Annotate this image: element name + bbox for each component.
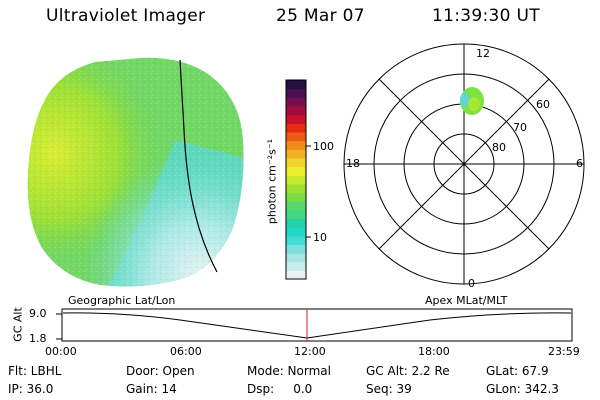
colorbar-label-100: 100: [313, 140, 334, 153]
timeline-xtick-2359: 23:59: [548, 345, 580, 358]
timeline-ytick-label-top: 9.0: [29, 307, 47, 320]
colorbar-unit-label: photon cm⁻²s⁻¹: [265, 138, 279, 225]
colorbar-segment: [286, 140, 306, 150]
image-time: 11:39:30 UT: [432, 6, 540, 26]
colorbar-segment: [286, 201, 306, 211]
mlt-label-0: 0: [468, 277, 475, 290]
timeline-frame: [61, 308, 573, 342]
status-gain: Gain: 14: [126, 382, 177, 396]
colorbar-segment: [286, 80, 306, 90]
colorbar-segment: [286, 261, 306, 271]
uv-earth-image: [27, 57, 244, 287]
altitude-curve: [62, 312, 572, 339]
status-ip: IP: 36.0: [8, 382, 54, 396]
timeline-left-label: Geographic Lat/Lon: [68, 294, 176, 307]
status-glat: GLat: 67.9: [486, 364, 549, 378]
status-mode: Mode: Normal: [247, 364, 331, 378]
timeline-xtick-1200: 12:00: [294, 345, 326, 358]
image-date: 25 Mar 07: [276, 6, 365, 26]
colorbar-segment: [286, 209, 306, 220]
status-gc-alt: GC Alt: 2.2 Re: [366, 364, 450, 378]
colorbar-segment: [286, 114, 306, 124]
colorbar-segment: [286, 253, 306, 263]
color-scale-bar: [286, 80, 306, 280]
status-door: Door: Open: [126, 364, 195, 378]
colorbar-segment: [286, 149, 306, 159]
timeline-right-label: Apex MLat/MLT: [425, 294, 508, 307]
colorbar-segment: [286, 244, 306, 254]
polar-diagonal-2: [378, 78, 550, 250]
colorbar-segment: [286, 192, 306, 202]
colorbar-segment: [286, 97, 306, 107]
timeline-xtick-0000: 00:00: [45, 345, 77, 358]
terminator-line: [179, 59, 218, 273]
colorbar-segment: [286, 235, 306, 245]
colorbar-segment: [286, 166, 306, 176]
color-scale-frame: [285, 79, 307, 280]
status-seq: Seq: 39: [366, 382, 412, 396]
status-filter: Flt: LBHL: [8, 364, 62, 378]
mlat-label-70: 70: [513, 121, 527, 134]
colorbar-segment: [286, 131, 306, 142]
colorbar-segment: [286, 88, 306, 98]
timeline-y-axis-label: GC Alt: [11, 307, 25, 342]
colorbar-segment: [286, 270, 306, 280]
mlat-label-80: 80: [492, 141, 506, 154]
status-dsp: Dsp: 0.0: [247, 382, 313, 396]
colorbar-segment: [286, 105, 306, 116]
mlt-label-18: 18: [346, 157, 360, 170]
colorbar-segment: [286, 123, 306, 133]
mlt-label-12: 12: [476, 47, 490, 60]
colorbar-segment: [286, 183, 306, 194]
timeline-xtick-1800: 18:00: [418, 345, 450, 358]
colorbar-label-10: 10: [313, 231, 327, 244]
mlt-label-6: 6: [576, 157, 583, 170]
polar-plot: [343, 43, 585, 285]
auroral-spot: [460, 87, 484, 115]
timeline-ytick-label-bottom: 1.8: [29, 332, 47, 345]
colorbar-segment: [286, 218, 306, 228]
mlat-label-60: 60: [536, 98, 550, 111]
status-glon: GLon: 342.3: [486, 382, 559, 396]
instrument-title: Ultraviolet Imager: [46, 6, 206, 26]
colorbar-segment: [286, 175, 306, 185]
colorbar-segment: [286, 227, 306, 237]
colorbar-segment: [286, 157, 306, 168]
timeline-xtick-0600: 06:00: [170, 345, 202, 358]
